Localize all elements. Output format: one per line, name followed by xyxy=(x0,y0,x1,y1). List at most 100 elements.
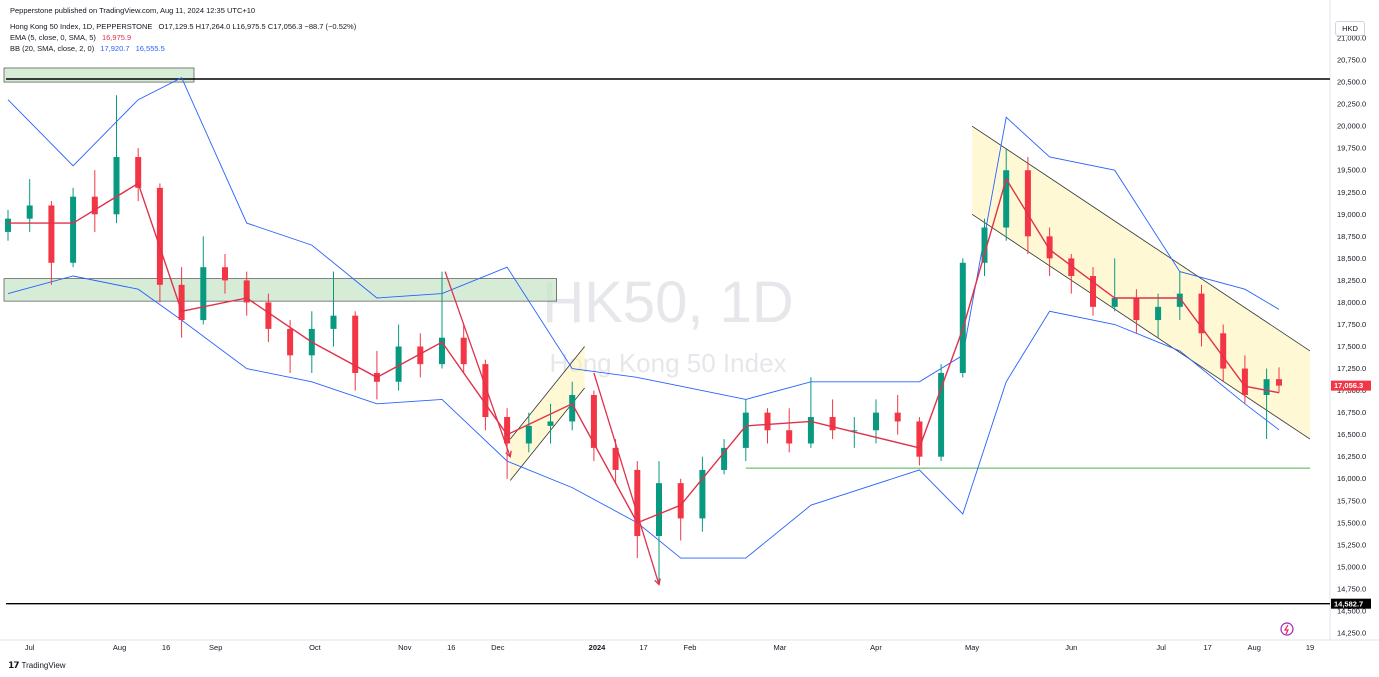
ohlc-values: O17,129.5 H17,264.0 L16,975.5 C17,056.3 … xyxy=(158,22,357,31)
trend-arrow-head-1 xyxy=(654,578,661,586)
candle-body-15 xyxy=(330,315,337,329)
current-price-tag-text: 17,056.3 xyxy=(1334,381,1363,390)
x-tick-label-1: Aug xyxy=(113,643,126,652)
candle-body-40 xyxy=(873,412,879,431)
candle-body-8 xyxy=(178,284,185,321)
y-tick-label-7: 19,250.0 xyxy=(1337,188,1366,197)
x-tick-label-12: Apr xyxy=(870,643,882,652)
ema-line xyxy=(8,177,1280,524)
candle-body-6 xyxy=(135,157,142,188)
bollinger-upper-band xyxy=(7,77,1280,400)
y-tick-label-10: 18,500.0 xyxy=(1337,254,1366,263)
candle-body-42 xyxy=(916,421,923,457)
candle-body-29 xyxy=(634,469,641,537)
candle-body-59 xyxy=(1276,379,1282,386)
y-tick-label-19: 16,250.0 xyxy=(1337,452,1366,461)
x-tick-label-6: 16 xyxy=(447,643,455,652)
y-tick-label-15: 17,250.0 xyxy=(1337,364,1366,373)
trend-arrow-1 xyxy=(593,372,660,585)
candle-body-49 xyxy=(1068,258,1075,276)
x-tick-label-14: Jun xyxy=(1065,643,1077,652)
candle-body-21 xyxy=(460,337,467,365)
x-tick-label-7: Dec xyxy=(491,643,505,652)
candle-body-28 xyxy=(612,447,619,470)
candle-body-50 xyxy=(1090,276,1096,307)
x-tick-label-18: 19 xyxy=(1306,643,1314,652)
y-tick-label-2: 20,500.0 xyxy=(1337,78,1366,87)
candle-body-23 xyxy=(504,417,511,444)
x-tick-label-17: Aug xyxy=(1248,643,1261,652)
channel-upper-line-1 xyxy=(971,125,1311,352)
y-tick-label-5: 19,750.0 xyxy=(1337,144,1366,153)
candle-body-45 xyxy=(981,227,988,263)
candle-body-5 xyxy=(113,157,120,215)
y-tick-label-14: 17,500.0 xyxy=(1337,342,1366,351)
candle-body-34 xyxy=(742,412,749,448)
channel-upper-line-0 xyxy=(509,346,585,440)
candle-body-32 xyxy=(699,469,706,519)
watermark-title: HK50, 1D xyxy=(542,270,793,335)
y-tick-label-21: 15,750.0 xyxy=(1337,496,1366,505)
candle-body-53 xyxy=(1155,306,1162,321)
bb-label: BB (20, SMA, close, 2, 0) xyxy=(10,44,95,53)
candle-body-30 xyxy=(656,483,662,537)
candle-body-58 xyxy=(1263,379,1270,395)
candle-body-22 xyxy=(482,364,489,418)
tradingview-logo-icon: 𝟭𝟳 xyxy=(8,660,19,670)
candle-body-20 xyxy=(439,337,445,365)
ema-label: EMA (5, close, 0, SMA, 5) xyxy=(10,33,96,42)
x-tick-label-8: 2024 xyxy=(589,643,607,652)
y-tick-label-8: 19,000.0 xyxy=(1337,210,1366,219)
candle-body-37 xyxy=(807,417,814,444)
trend-arrow-head-0 xyxy=(505,450,512,458)
x-tick-label-5: Nov xyxy=(398,643,412,652)
tradingview-logo[interactable]: 𝟭𝟳 TradingView xyxy=(8,660,66,671)
candle-body-18 xyxy=(395,346,402,382)
candle-body-39 xyxy=(851,430,858,432)
candle-body-12 xyxy=(265,302,272,329)
x-tick-label-13: May xyxy=(965,643,979,652)
x-tick-label-2: 16 xyxy=(162,643,170,652)
candle-body-10 xyxy=(222,267,228,281)
y-tick-label-24: 15,000.0 xyxy=(1337,562,1366,571)
support-level-tag-text: 14,582.7 xyxy=(1334,599,1363,608)
candle-body-47 xyxy=(1024,170,1031,237)
candle-body-36 xyxy=(786,430,793,444)
candle-body-56 xyxy=(1220,333,1227,369)
candle-body-7 xyxy=(156,187,163,285)
symbol-name[interactable]: Hong Kong 50 Index, 1D, PEPPERSTONE xyxy=(10,22,153,31)
y-tick-label-27: 14,250.0 xyxy=(1337,629,1366,638)
candle-body-52 xyxy=(1133,298,1140,321)
candle-body-27 xyxy=(590,395,597,448)
symbol-line: Hong Kong 50 Index, 1D, PEPPERSTONE O17,… xyxy=(10,22,356,31)
replay-icon[interactable] xyxy=(1280,622,1294,636)
candle-body-25 xyxy=(547,421,554,426)
trend-arrow-0 xyxy=(444,271,511,457)
candle-body-38 xyxy=(829,417,836,431)
y-tick-label-6: 19,500.0 xyxy=(1337,166,1366,175)
candle-body-24 xyxy=(525,425,532,444)
candle-body-11 xyxy=(243,280,250,303)
candle-body-1 xyxy=(26,205,33,219)
ema-value: 16,975.9 xyxy=(101,33,132,42)
x-tick-label-11: Mar xyxy=(773,643,786,652)
support-zone-0 xyxy=(3,67,195,83)
x-tick-label-15: Jul xyxy=(1156,643,1166,652)
candle-body-0 xyxy=(5,218,11,232)
support-zone-1 xyxy=(3,278,558,302)
candle-body-2 xyxy=(48,205,55,263)
candle-body-4 xyxy=(91,196,98,215)
x-tick-label-3: Sep xyxy=(209,643,222,652)
x-tick-label-9: 17 xyxy=(639,643,647,652)
candle-body-41 xyxy=(894,412,901,422)
y-tick-label-25: 14,750.0 xyxy=(1337,584,1366,593)
y-tick-label-11: 18,250.0 xyxy=(1337,276,1366,285)
bb-lower-value: 16,555.5 xyxy=(135,44,165,53)
tradingview-logo-text: TradingView xyxy=(21,661,66,670)
currency-badge[interactable]: HKD xyxy=(1335,21,1365,36)
ema-legend[interactable]: EMA (5, close, 0, SMA, 5) 16,975.9 xyxy=(10,33,131,42)
channel-lower-line-1 xyxy=(971,213,1311,440)
y-tick-label-18: 16,500.0 xyxy=(1337,430,1366,439)
bb-legend[interactable]: BB (20, SMA, close, 2, 0) 17,920.7 16,55… xyxy=(10,44,165,53)
